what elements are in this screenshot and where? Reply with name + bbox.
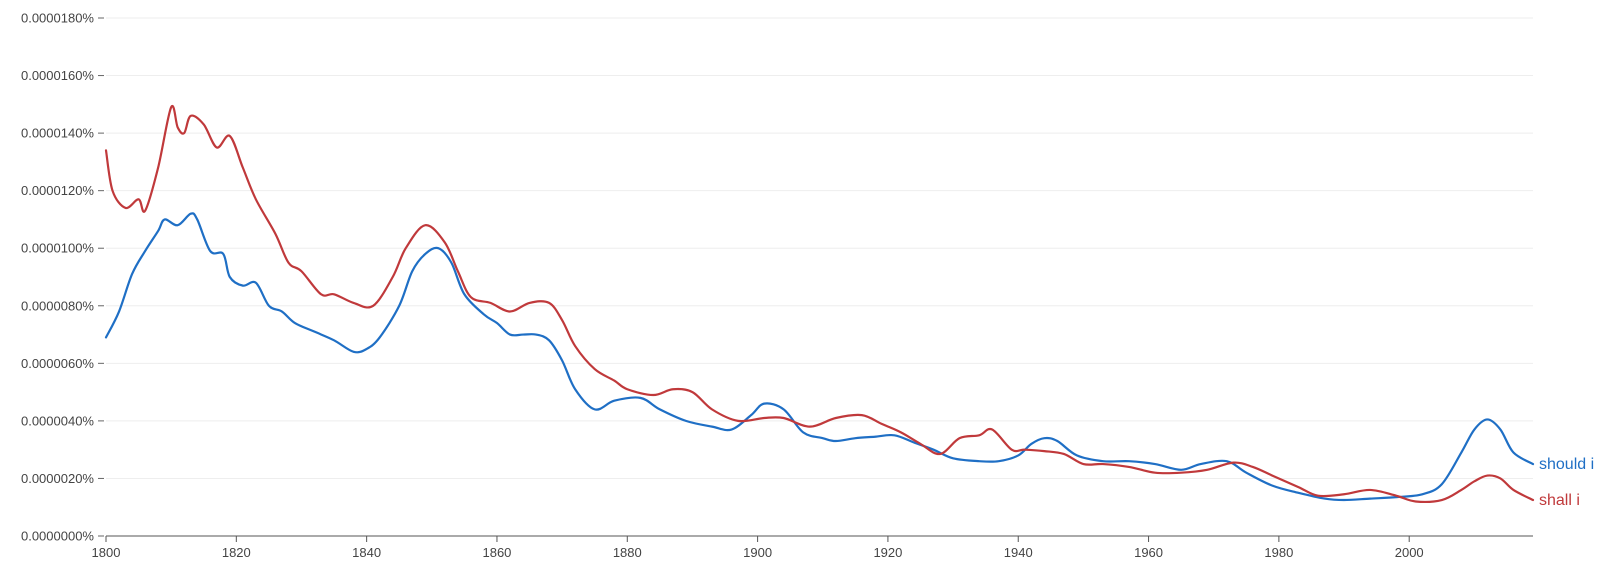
y-tick-label: 0.0000120% bbox=[21, 183, 94, 198]
series-line-shall-i[interactable] bbox=[104, 104, 1535, 503]
x-tick-label: 1980 bbox=[1264, 545, 1293, 560]
x-tick-label: 1900 bbox=[743, 545, 772, 560]
y-tick-label: 0.0000000% bbox=[21, 529, 94, 544]
y-tick-label: 0.0000160% bbox=[21, 68, 94, 83]
x-tick-label: 1820 bbox=[222, 545, 251, 560]
x-tick-label: 2000 bbox=[1395, 545, 1424, 560]
x-tick-label: 1860 bbox=[482, 545, 511, 560]
legend-label-shall-i[interactable]: shall i bbox=[1539, 492, 1580, 509]
x-tick-label: 1960 bbox=[1134, 545, 1163, 560]
x-tick-label: 1940 bbox=[1004, 545, 1033, 560]
series-line-should-i[interactable] bbox=[104, 212, 1535, 502]
gridlines bbox=[106, 17, 1533, 479]
y-tick-label: 0.0000020% bbox=[21, 471, 94, 486]
y-tick-label: 0.0000060% bbox=[21, 356, 94, 371]
y-tick-label: 0.0000180% bbox=[21, 11, 94, 26]
x-tick-label: 1840 bbox=[352, 545, 381, 560]
x-tick-label: 1800 bbox=[92, 545, 121, 560]
y-tick-label: 0.0000080% bbox=[21, 298, 94, 313]
x-tick-label: 1880 bbox=[613, 545, 642, 560]
y-tick-label: 0.0000140% bbox=[21, 126, 94, 141]
line-end-legend: should i shall i bbox=[1539, 456, 1594, 509]
series-lines bbox=[104, 104, 1535, 503]
y-tick-label: 0.0000100% bbox=[21, 241, 94, 256]
y-tick-label: 0.0000040% bbox=[21, 413, 94, 428]
x-tick-label: 1920 bbox=[873, 545, 902, 560]
axes: 0.0000000% 0.0000020% 0.0000040% 0.0000060%… bbox=[21, 11, 1533, 560]
legend-label-should-i[interactable]: should i bbox=[1539, 456, 1594, 473]
